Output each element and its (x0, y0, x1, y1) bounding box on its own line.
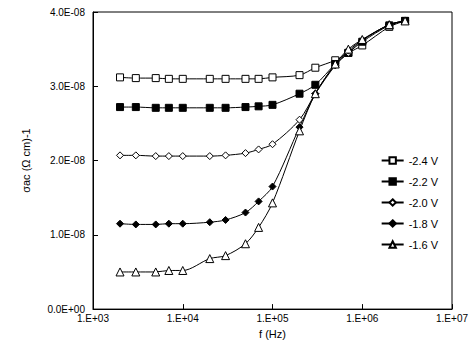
svg-text:4.0E-08: 4.0E-08 (50, 7, 85, 18)
svg-text:1.E+06: 1.E+06 (346, 313, 378, 324)
svg-text:f (Hz): f (Hz) (259, 328, 286, 340)
svg-text:-1.6 V: -1.6 V (409, 239, 439, 251)
svg-text:1.0E-08: 1.0E-08 (50, 229, 85, 240)
svg-text:1.E+05: 1.E+05 (257, 313, 289, 324)
svg-text:2.0E-08: 2.0E-08 (50, 155, 85, 166)
svg-text:1.E+03: 1.E+03 (77, 313, 109, 324)
svg-text:1.E+04: 1.E+04 (167, 313, 199, 324)
svg-text:-2.2 V: -2.2 V (409, 176, 439, 188)
svg-text:-1.8 V: -1.8 V (409, 218, 439, 230)
svg-text:-2.4 V: -2.4 V (409, 155, 439, 167)
svg-text:-2.0 V: -2.0 V (409, 197, 439, 209)
svg-text:3.0E-08: 3.0E-08 (50, 81, 85, 92)
svg-text:1.E+07: 1.E+07 (436, 313, 468, 324)
svg-text:σac (Ω cm)-1: σac (Ω cm)-1 (20, 128, 32, 193)
svg-text:0.0E+00: 0.0E+00 (47, 303, 85, 315)
